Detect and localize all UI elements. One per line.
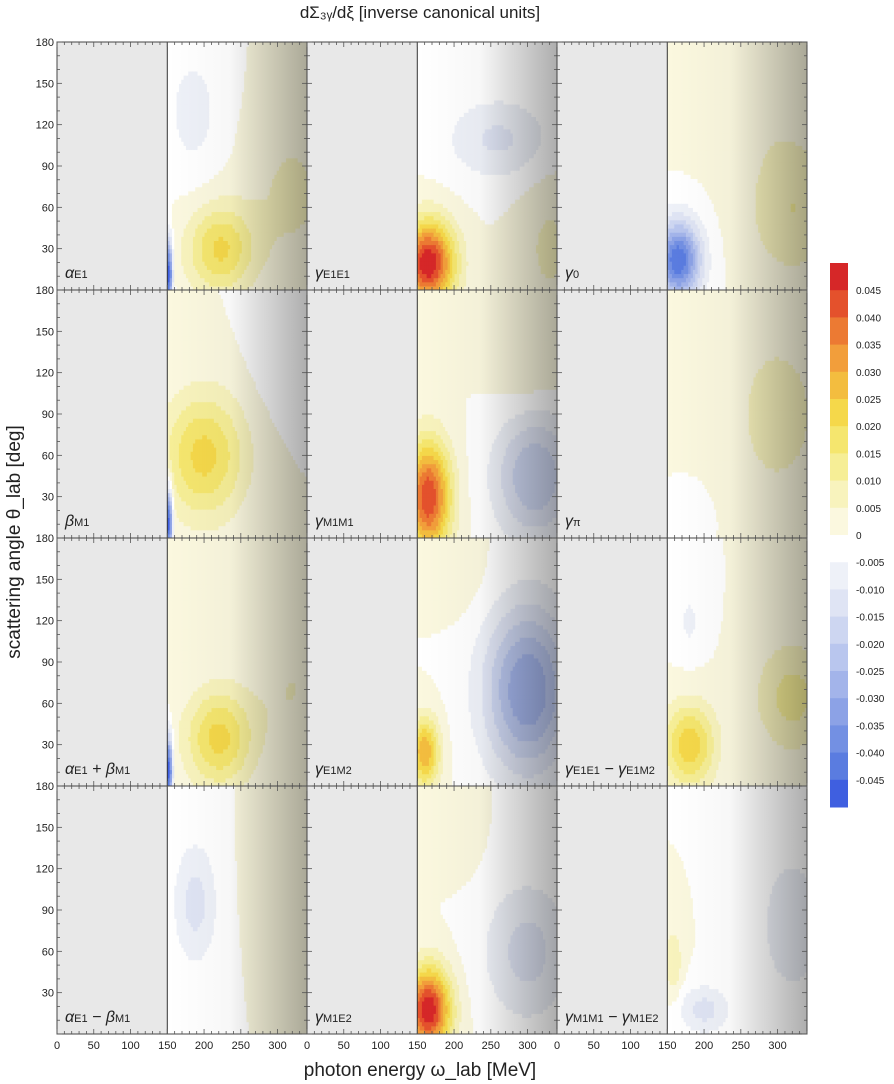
figure-title: dΣ₃ᵧ/dξ [inverse canonical units] xyxy=(300,3,540,22)
y-tick-label: 90 xyxy=(42,161,54,173)
y-tick-label: 150 xyxy=(36,78,54,90)
y-tick-label: 180 xyxy=(36,37,54,49)
y-tick-label: 30 xyxy=(42,244,54,256)
x-axis-label: photon energy ω_lab [MeV] xyxy=(304,1060,536,1081)
panel: 30 60 90 120 150 180 αE1 xyxy=(36,37,308,291)
y-axis-label: scattering angle θ_lab [deg] xyxy=(4,425,25,658)
energy-shading xyxy=(167,42,307,290)
y-tick-label: 60 xyxy=(42,202,54,214)
panel: γE1E1 xyxy=(306,41,558,291)
panel-label: αE1 xyxy=(65,265,88,282)
y-tick-label: 120 xyxy=(36,120,54,132)
below-threshold-region xyxy=(57,42,168,290)
below-threshold-region xyxy=(307,42,418,290)
